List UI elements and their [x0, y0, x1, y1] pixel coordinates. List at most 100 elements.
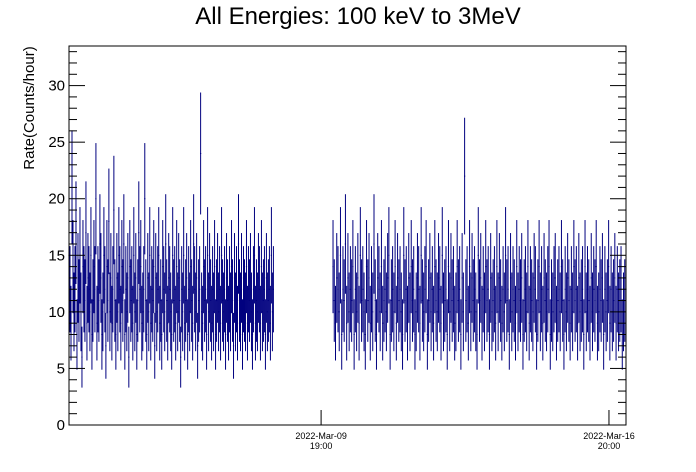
data-point [93, 220, 95, 314]
data-point [218, 246, 221, 333]
data-point [462, 272, 464, 352]
data-point [128, 326, 130, 388]
data-point [475, 272, 477, 352]
data-point [271, 272, 274, 352]
data-point [220, 207, 223, 304]
data-point [538, 220, 540, 314]
data-point [171, 299, 173, 370]
data-point [172, 207, 174, 304]
data-point [107, 259, 109, 342]
data-point [139, 246, 141, 333]
data-point [97, 246, 99, 333]
data-point [363, 272, 365, 352]
data-layer [68, 92, 627, 388]
data-point [528, 285, 530, 361]
data-point [243, 259, 246, 342]
data-point [415, 272, 417, 352]
data-point [436, 272, 438, 352]
data-point [248, 259, 251, 342]
data-point [430, 272, 432, 352]
data-point [599, 246, 601, 333]
data-point [104, 246, 106, 333]
data-point [341, 299, 343, 370]
data-point [112, 246, 114, 333]
data-point [606, 259, 608, 342]
data-point [175, 285, 177, 361]
data-point [103, 207, 105, 304]
plot-frame [68, 45, 627, 426]
data-point [399, 246, 401, 333]
data-point [595, 220, 597, 314]
data-point [536, 299, 538, 370]
data-point [254, 285, 257, 361]
data-point [584, 220, 586, 314]
data-point [189, 272, 191, 352]
data-point [108, 168, 110, 275]
data-point [78, 259, 80, 342]
data-point [169, 246, 171, 333]
data-point [579, 272, 581, 352]
data-point [249, 233, 252, 323]
data-point [467, 285, 469, 361]
data-point [522, 299, 524, 370]
data-point [213, 220, 216, 314]
data-point [178, 233, 180, 323]
data-point [507, 246, 509, 333]
data-point [565, 272, 568, 352]
data-point [533, 233, 535, 323]
data-point [460, 299, 462, 370]
data-point [377, 233, 379, 323]
data-point [94, 246, 96, 333]
data-point [431, 246, 433, 333]
data-point [368, 233, 370, 323]
data-point [442, 272, 445, 352]
data-point [373, 194, 375, 294]
data-point [600, 259, 602, 342]
data-point [127, 233, 129, 323]
data-point [242, 246, 245, 333]
data-point [214, 299, 217, 370]
data-point [224, 299, 227, 370]
data-point [233, 233, 236, 323]
data-point [480, 233, 482, 323]
data-point [575, 246, 577, 333]
data-point [106, 220, 108, 314]
data-point [203, 220, 205, 314]
data-point [612, 259, 615, 342]
data-point [152, 259, 154, 342]
data-point [89, 272, 91, 352]
data-point [145, 259, 147, 342]
data-point [454, 285, 456, 361]
data-point [209, 259, 212, 342]
data-point [192, 285, 194, 361]
data-point [523, 259, 525, 342]
x-tick-time-label: 20:00 [598, 441, 621, 451]
data-point [238, 259, 241, 342]
data-point [486, 259, 488, 342]
y-tick-label: 10 [48, 304, 65, 321]
data-point [396, 233, 399, 323]
data-point [609, 285, 611, 361]
data-point [180, 326, 182, 388]
data-point [356, 272, 358, 352]
data-point [332, 220, 334, 314]
data-point [439, 246, 441, 333]
data-point [384, 246, 386, 333]
data-point [529, 246, 532, 333]
y-tick-label: 25 [48, 134, 65, 151]
data-point [159, 285, 161, 361]
data-point [557, 259, 559, 342]
data-point [395, 285, 397, 361]
data-point [262, 259, 265, 342]
data-point [255, 259, 258, 342]
data-point [411, 259, 414, 342]
data-point [428, 259, 430, 342]
data-point [548, 220, 550, 314]
data-point [236, 285, 239, 361]
data-point [372, 272, 374, 352]
data-point [440, 285, 442, 361]
data-point [185, 259, 187, 342]
data-point [409, 272, 411, 352]
data-point [468, 220, 471, 314]
data-point [202, 285, 204, 361]
